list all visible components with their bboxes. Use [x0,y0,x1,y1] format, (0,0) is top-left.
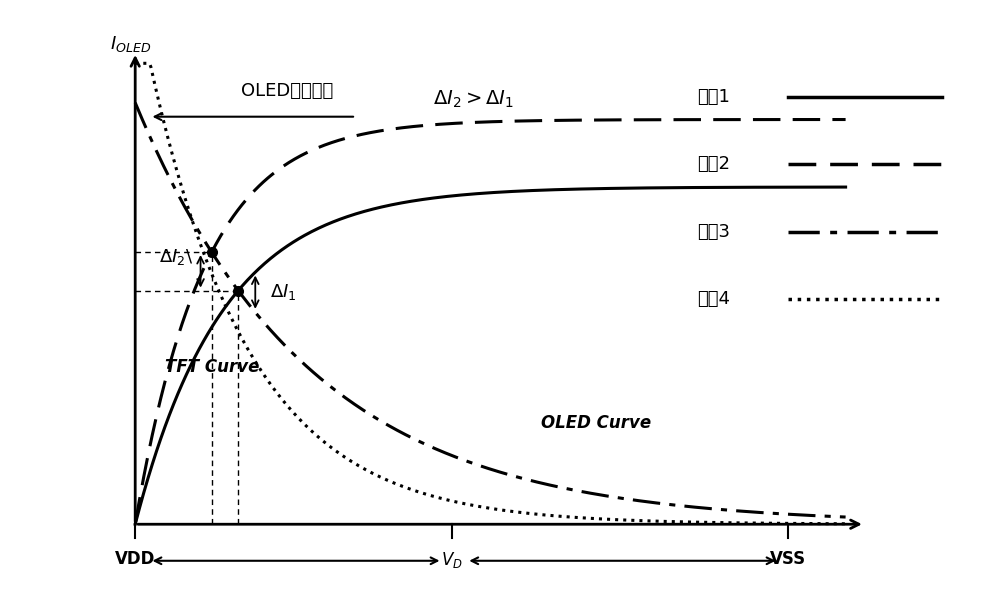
Text: 曲线2: 曲线2 [697,155,730,174]
Text: 曲线3: 曲线3 [697,223,730,241]
Text: VDD: VDD [115,549,155,568]
Text: OLED性能衰减: OLED性能衰减 [241,82,333,100]
Text: $\Delta I_1$: $\Delta I_1$ [270,282,296,302]
Text: 曲线4: 曲线4 [697,290,730,309]
Text: $\Delta I_2 > \Delta I_1$: $\Delta I_2 > \Delta I_1$ [433,89,514,111]
Text: OLED Curve: OLED Curve [541,414,651,432]
Text: $V_D$: $V_D$ [441,549,463,569]
Text: 曲线1: 曲线1 [697,88,730,106]
Text: $\Delta I_2$\: $\Delta I_2$\ [159,247,193,267]
Text: $I_{OLED}$: $I_{OLED}$ [110,34,151,54]
Text: TFT Curve: TFT Curve [165,358,259,376]
Text: VSS: VSS [770,549,806,568]
